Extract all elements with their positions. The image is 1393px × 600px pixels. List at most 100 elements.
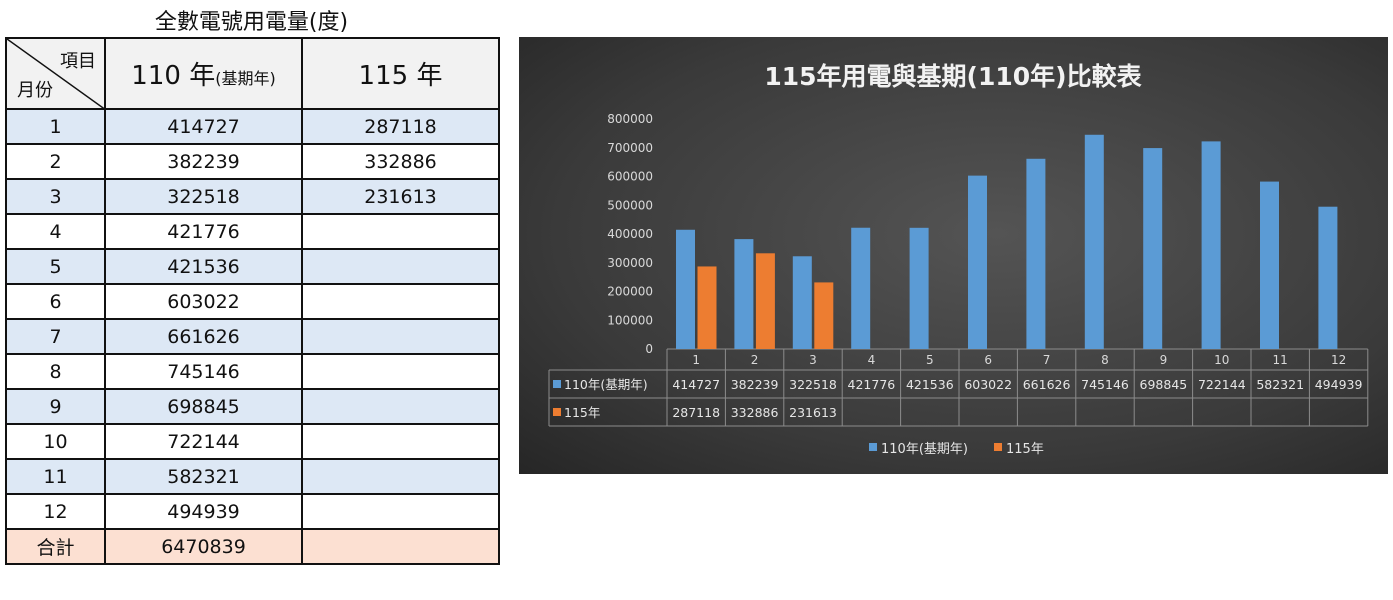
table-row: 3 322518 231613 — [5, 178, 500, 215]
table-row: 4 421776 — [5, 213, 500, 250]
data-table-value: 322518 — [789, 377, 837, 392]
legend-key — [994, 443, 1002, 451]
usage-table: 項目 月份 110 年(基期年) 115 年 1 414727 287118 2 382… — [5, 37, 500, 565]
x-tick-label: 11 — [1273, 353, 1288, 367]
data-table-value: 287118 — [672, 405, 720, 420]
cell-y115 — [301, 458, 500, 495]
legend-key — [869, 443, 877, 451]
cell-y110: 745146 — [104, 353, 303, 390]
table-title: 全數電號用電量(度) — [154, 10, 349, 35]
x-tick-label: 5 — [926, 353, 934, 367]
table-row: 5 421536 — [5, 248, 500, 285]
bar-110-2 — [734, 239, 754, 349]
data-table-value: 421776 — [848, 377, 896, 392]
data-table-value: 332886 — [731, 405, 779, 420]
table-header-row: 項目 月份 110 年(基期年) 115 年 — [5, 37, 500, 110]
cell-month: 2 — [5, 143, 106, 180]
cell-y110: 382239 — [104, 143, 303, 180]
cell-y110: 722144 — [104, 423, 303, 460]
cell-total_label: 合計 — [5, 528, 106, 565]
bar-110-8 — [1084, 134, 1104, 349]
diagonal-line — [7, 39, 106, 110]
x-tick-label: 9 — [1160, 353, 1168, 367]
cell-month: 8 — [5, 353, 106, 390]
cell-y115: 287118 — [301, 108, 500, 145]
x-tick-label: 4 — [868, 353, 876, 367]
bar-110-4 — [851, 227, 871, 349]
table-row: 6 603022 — [5, 283, 500, 320]
data-table-series-name: 115年 — [564, 405, 600, 420]
table-row: 11 582321 — [5, 458, 500, 495]
cell-y115 — [301, 493, 500, 530]
cell-y110: 603022 — [104, 283, 303, 320]
bar-110-3 — [792, 256, 812, 349]
chart-title: 115年用電與基期(110年)比較表 — [764, 62, 1142, 91]
cell-month: 7 — [5, 318, 106, 355]
bar-110-12 — [1318, 206, 1338, 349]
cell-y115 — [301, 248, 500, 285]
y-tick-label: 200000 — [607, 285, 653, 299]
y-tick-label: 800000 — [607, 112, 653, 126]
data-table-value: 722144 — [1198, 377, 1246, 392]
cell-month: 1 — [5, 108, 106, 145]
cell-y115 — [301, 283, 500, 320]
table-row: 9 698845 — [5, 388, 500, 425]
corner-header-cell: 項目 月份 — [5, 37, 106, 110]
data-table-value: 494939 — [1315, 377, 1363, 392]
bar-115-3 — [814, 282, 834, 349]
cell-month: 5 — [5, 248, 106, 285]
cell-y115: 332886 — [301, 143, 500, 180]
bar-110-5 — [909, 227, 929, 349]
data-table-series-name: 110年(基期年) — [564, 377, 648, 392]
header-110-sub: (基期年) — [215, 69, 276, 88]
legend-label: 110年(基期年) — [881, 442, 968, 457]
cell-month: 3 — [5, 178, 106, 215]
x-tick-label: 10 — [1214, 353, 1229, 367]
y-tick-label: 500000 — [607, 198, 653, 212]
table-row: 1 414727 287118 — [5, 108, 500, 145]
cell-y110: 698845 — [104, 388, 303, 425]
legend-label: 115年 — [1006, 442, 1044, 457]
data-table-value: 382239 — [731, 377, 779, 392]
total-row: 合計 6470839 — [5, 528, 500, 565]
cell-y110: 661626 — [104, 318, 303, 355]
data-table-legend-key — [553, 380, 561, 388]
cell-month: 11 — [5, 458, 106, 495]
y-tick-label: 300000 — [607, 256, 653, 270]
cell-y110: 421776 — [104, 213, 303, 250]
y-tick-label: 100000 — [607, 313, 653, 327]
data-table-value: 698845 — [1140, 377, 1188, 392]
cell-y115: 231613 — [301, 178, 500, 215]
cell-month: 12 — [5, 493, 106, 530]
x-tick-label: 8 — [1101, 353, 1109, 367]
bar-110-6 — [968, 175, 987, 349]
y-tick-label: 600000 — [607, 170, 653, 184]
corner-top-label: 項目 — [60, 51, 96, 72]
data-table-value: 603022 — [964, 377, 1012, 392]
cell-y110: 421536 — [104, 248, 303, 285]
data-table-value: 661626 — [1023, 377, 1071, 392]
x-tick-label: 7 — [1043, 353, 1051, 367]
cell-y115 — [301, 353, 500, 390]
table-row: 7 661626 — [5, 318, 500, 355]
data-table-value: 745146 — [1081, 377, 1129, 392]
data-table-value: 414727 — [672, 377, 720, 392]
cell-month: 10 — [5, 423, 106, 460]
cell-y110: 582321 — [104, 458, 303, 495]
bar-110-10 — [1201, 141, 1221, 349]
bar-110-7 — [1026, 158, 1046, 349]
bar-110-1 — [676, 229, 695, 349]
cell-month: 6 — [5, 283, 106, 320]
data-table-value: 421536 — [906, 377, 954, 392]
y-tick-label: 0 — [645, 342, 653, 356]
cell-y115 — [301, 423, 500, 460]
cell-month: 4 — [5, 213, 106, 250]
x-tick-label: 1 — [692, 353, 700, 367]
x-tick-label: 2 — [751, 353, 759, 367]
header-110-main: 110 年 — [131, 61, 216, 91]
cell-y110: 414727 — [104, 108, 303, 145]
cell-total_115 — [301, 528, 500, 565]
bar-110-11 — [1260, 181, 1279, 349]
cell-month: 9 — [5, 388, 106, 425]
data-table-value: 231613 — [789, 405, 837, 420]
